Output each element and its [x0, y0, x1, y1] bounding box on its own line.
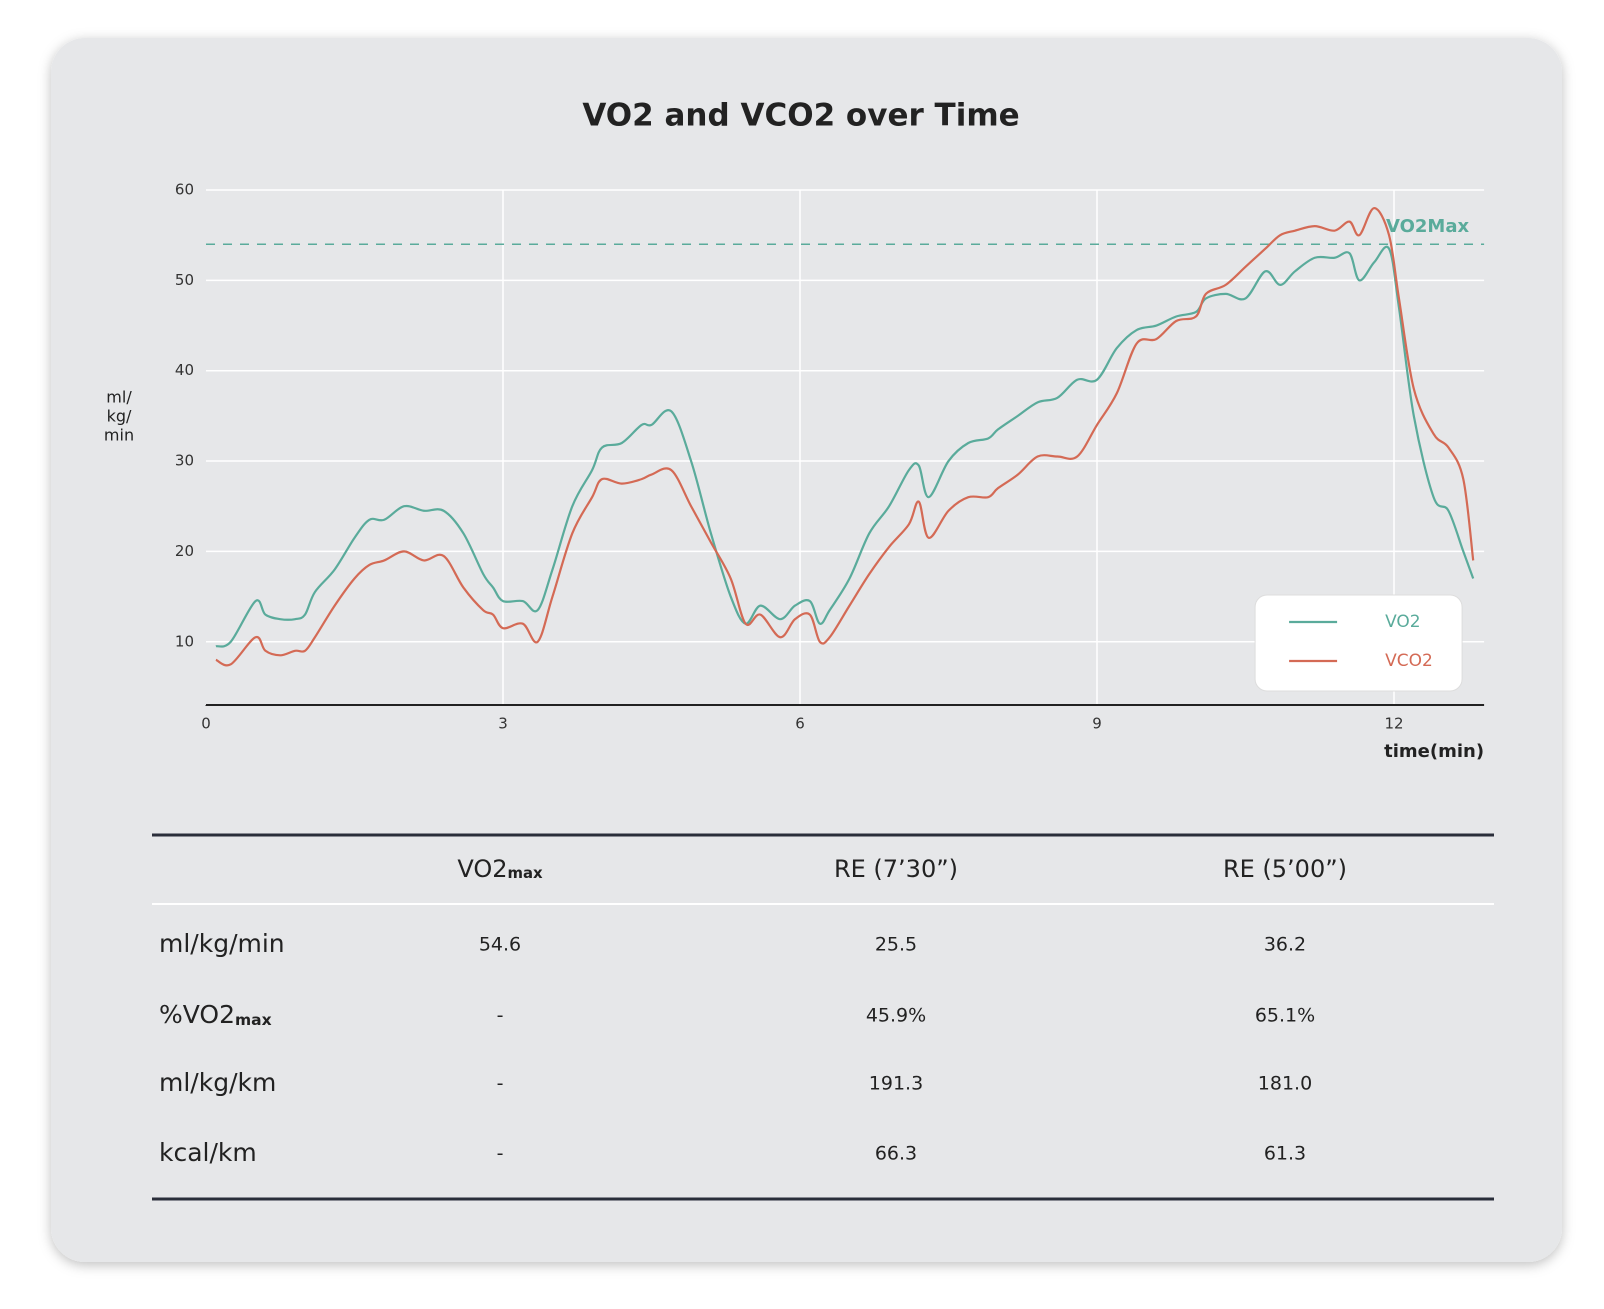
column-header-text: VO2 [457, 855, 507, 883]
table-cell: - [497, 1143, 504, 1165]
table-cell: 181.0 [1258, 1073, 1312, 1095]
table-cell: - [497, 1005, 504, 1027]
row-label-text: %VO2 [159, 1000, 235, 1029]
y-tick-label: 30 [175, 452, 194, 470]
column-header: RE (7’30”) [834, 855, 958, 883]
table-cell: 54.6 [479, 934, 521, 956]
row-label-text: ml/kg/min [159, 929, 285, 958]
row-label-text: kcal/km [159, 1138, 257, 1167]
series-line [215, 206, 1475, 667]
y-tick-label: 50 [175, 271, 194, 289]
table-cell: 66.3 [875, 1143, 917, 1165]
legend-label: VO2 [1385, 612, 1421, 632]
reference-label: VO2Max [1386, 216, 1469, 237]
row-label: %VO2max [159, 1000, 272, 1029]
x-tick-label: 0 [201, 715, 211, 733]
table-cell: 45.9% [866, 1005, 926, 1027]
row-label-text: ml/kg/km [159, 1068, 276, 1097]
chart-title: VO2 and VCO2 over Time [582, 98, 1019, 134]
card [51, 38, 1562, 1262]
legend [1254, 594, 1463, 692]
table-cell: 65.1% [1255, 1005, 1315, 1027]
x-tick-label: 3 [498, 715, 508, 733]
column-header: VO2max [457, 855, 543, 883]
x-tick-label: 12 [1384, 715, 1403, 733]
row-label: ml/kg/km [159, 1068, 276, 1097]
series-line [215, 245, 1475, 648]
table-cell: 36.2 [1264, 934, 1306, 956]
column-header: RE (5’00”) [1223, 855, 1347, 883]
table-cell: 25.5 [875, 934, 917, 956]
y-axis-label: kg/ [107, 407, 132, 426]
table-cell: 191.3 [869, 1073, 923, 1095]
row-label: ml/kg/min [159, 929, 285, 958]
x-axis-label: time(min) [1384, 741, 1484, 762]
y-axis-label: min [104, 426, 134, 445]
y-tick-label: 20 [175, 542, 194, 560]
x-tick-label: 6 [795, 715, 805, 733]
column-header-text: RE (5’00”) [1223, 855, 1347, 883]
column-header-text: RE (7’30”) [834, 855, 958, 883]
legend-label: VCO2 [1385, 651, 1433, 671]
y-tick-label: 40 [175, 361, 194, 379]
y-tick-label: 60 [175, 181, 194, 199]
row-label: kcal/km [159, 1138, 257, 1167]
x-tick-label: 9 [1092, 715, 1102, 733]
y-axis-label: ml/ [106, 388, 132, 407]
table-cell: 61.3 [1264, 1143, 1306, 1165]
table-cell: - [497, 1073, 504, 1095]
y-tick-label: 10 [175, 632, 194, 650]
row-label-sub: max [235, 1011, 272, 1029]
column-header-sub: max [508, 864, 544, 882]
